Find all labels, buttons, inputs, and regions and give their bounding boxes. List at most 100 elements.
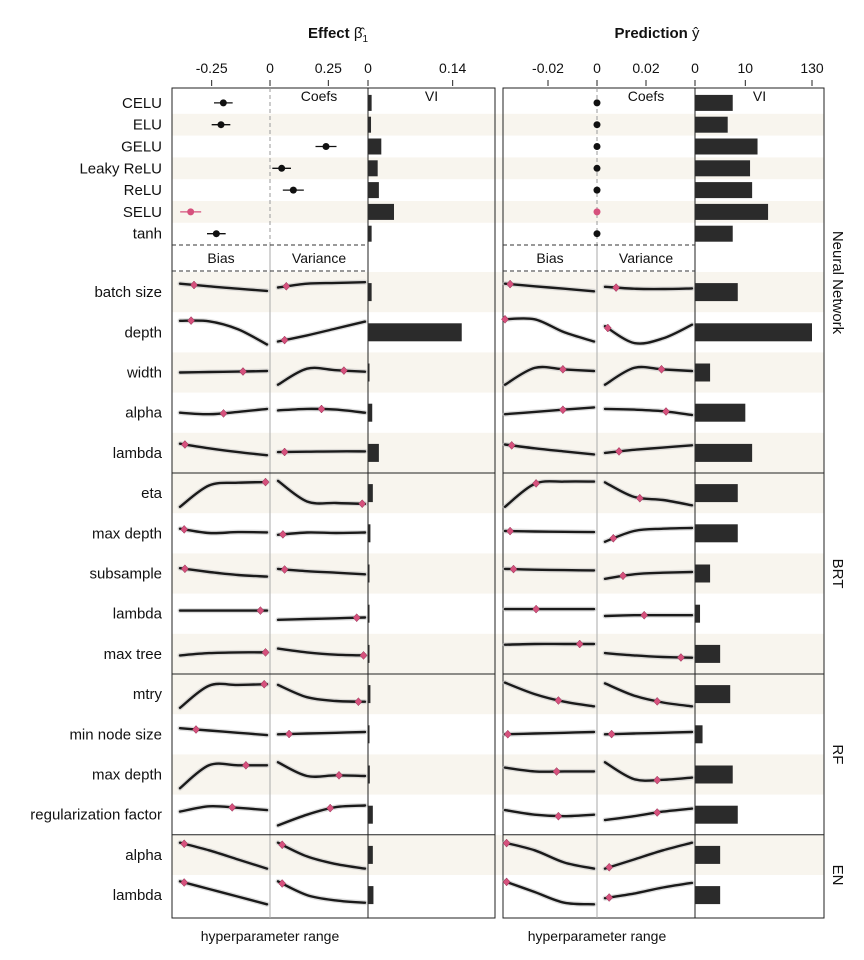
effect-bias-curve-marker (190, 280, 198, 290)
effect-coef-point (219, 99, 227, 107)
effect-vi-bar (368, 363, 370, 382)
activation-row-band (172, 113, 824, 136)
prediction-vi-tick: 130 (800, 60, 824, 76)
effect-bias-curve-marker (219, 409, 228, 418)
prediction-variance-curve-marker (605, 862, 614, 872)
prediction-coef-point (593, 143, 601, 150)
effect-vi-bar (368, 116, 372, 133)
prediction-variance-curve-marker (662, 407, 670, 416)
effect-variance-curve-marker (278, 840, 287, 850)
prediction-variance-curve (603, 407, 694, 417)
prediction-panel-frame (502, 87, 825, 919)
effect-bias-curve-marker (261, 477, 270, 487)
prediction-bias-curve (503, 808, 596, 818)
effect-vi-bar (368, 644, 370, 663)
prediction-bias-curve (503, 529, 596, 534)
hyperparam-label: subsample (89, 566, 162, 583)
effect-x-label: hyperparameter range (201, 928, 340, 944)
effect-bias-curve-marker (239, 367, 247, 376)
prediction-vi-header: VI (753, 88, 766, 104)
effect-coef-point (217, 121, 225, 129)
prediction-vi-bar (695, 604, 701, 623)
effect-variance-curve (276, 647, 367, 657)
prediction-vi-bar (695, 403, 746, 422)
prediction-bias-curve (503, 406, 596, 416)
effect-coef-point (289, 186, 297, 194)
effect-variance-curve-marker (282, 281, 291, 291)
effect-variance-curve-marker (359, 651, 368, 660)
effect-coef-tick: 0 (266, 60, 274, 76)
effect-variance-curve (276, 366, 367, 386)
prediction-bias-curve-marker (575, 639, 584, 649)
prediction-bias-curve (503, 841, 596, 870)
prediction-bias-curve-marker (502, 838, 511, 848)
effect-vi-bar (368, 805, 373, 824)
group-label: EN (829, 865, 846, 886)
effect-bias-curve (178, 527, 269, 535)
effect-bias-curve (178, 651, 269, 657)
prediction-variance-curve-marker (677, 653, 685, 662)
effect-coefs-header: Coefs (301, 88, 338, 104)
effect-variance-curve (276, 761, 367, 779)
effect-bias-curve-marker (181, 564, 189, 574)
hyperparam-label: regularization factor (30, 807, 162, 824)
effect-variance-header: Variance (292, 250, 346, 266)
hyperparam-label: max depth (92, 525, 162, 542)
prediction-bias-curve-marker (532, 479, 540, 488)
data-marks-layer (177, 94, 812, 907)
prediction-bias-curve-marker (507, 441, 516, 450)
prediction-variance-curve-marker (635, 493, 644, 503)
prediction-coef-tick: -0.02 (532, 60, 564, 76)
effect-bias-curve-marker (256, 606, 265, 615)
prediction-bias-curve (503, 567, 596, 572)
prediction-variance-curve (603, 682, 694, 708)
prediction-bias-curve-marker (554, 696, 563, 705)
prediction-variance-curve (603, 881, 694, 900)
prediction-variance-curve (603, 761, 694, 782)
hyperparam-label: mtry (133, 686, 163, 703)
activation-label: Leaky ReLU (79, 160, 162, 177)
effect-bias-curve-marker (187, 316, 195, 325)
prediction-variance-curve (603, 730, 694, 736)
effect-vi-bar (368, 564, 370, 583)
hyperparam-label: width (126, 365, 162, 382)
effect-vi-bar (368, 845, 373, 864)
effect-variance-curve (276, 567, 367, 576)
activation-row-band (172, 157, 824, 180)
group-label: BRT (829, 559, 846, 589)
prediction-vi-bar (695, 94, 733, 111)
text-layer: Effect β̂1 Prediction ŷ -0.25 0 0.25 0 0.14 -0.… (30, 25, 846, 944)
effect-vi-bar (368, 725, 370, 744)
effect-title-symbol: β̂ (354, 25, 366, 42)
effect-coef-point (322, 143, 330, 150)
prediction-vi-bar (695, 484, 738, 503)
prediction-variance-header: Variance (619, 250, 673, 266)
prediction-variance-curve-marker (653, 775, 662, 785)
effect-variance-curve-marker (280, 565, 289, 574)
effect-vi-bar (368, 886, 374, 905)
prediction-variance-curve-marker (612, 283, 620, 292)
effect-vi-bar (368, 403, 373, 422)
effect-variance-curve (276, 450, 367, 454)
prediction-title: Prediction ŷ (614, 25, 700, 42)
effect-variance-curve-marker (352, 613, 361, 623)
prediction-bias-curve (503, 365, 596, 386)
prediction-vi-bar (695, 160, 751, 177)
effect-vi-bar (368, 443, 379, 462)
effect-bias-curve (178, 567, 269, 578)
prediction-vi-bar (695, 116, 728, 133)
prediction-bias-curve (503, 681, 596, 708)
hyperparam-label: depth (124, 324, 162, 341)
activation-label: tanh (133, 226, 162, 243)
effect-variance-curve (276, 531, 367, 536)
effect-vi-bar (368, 323, 462, 342)
prediction-vi-bar (695, 765, 733, 784)
prediction-title-word: Prediction (614, 25, 692, 42)
prediction-vi-bar (695, 203, 769, 220)
effect-vi-bar (368, 138, 382, 155)
prediction-bias-curve-marker (501, 314, 509, 324)
effect-vi-bar (368, 524, 371, 543)
effect-vi-bar (368, 765, 370, 784)
hyperparam-label: alpha (125, 847, 162, 864)
prediction-bias-curve-marker (559, 364, 567, 374)
